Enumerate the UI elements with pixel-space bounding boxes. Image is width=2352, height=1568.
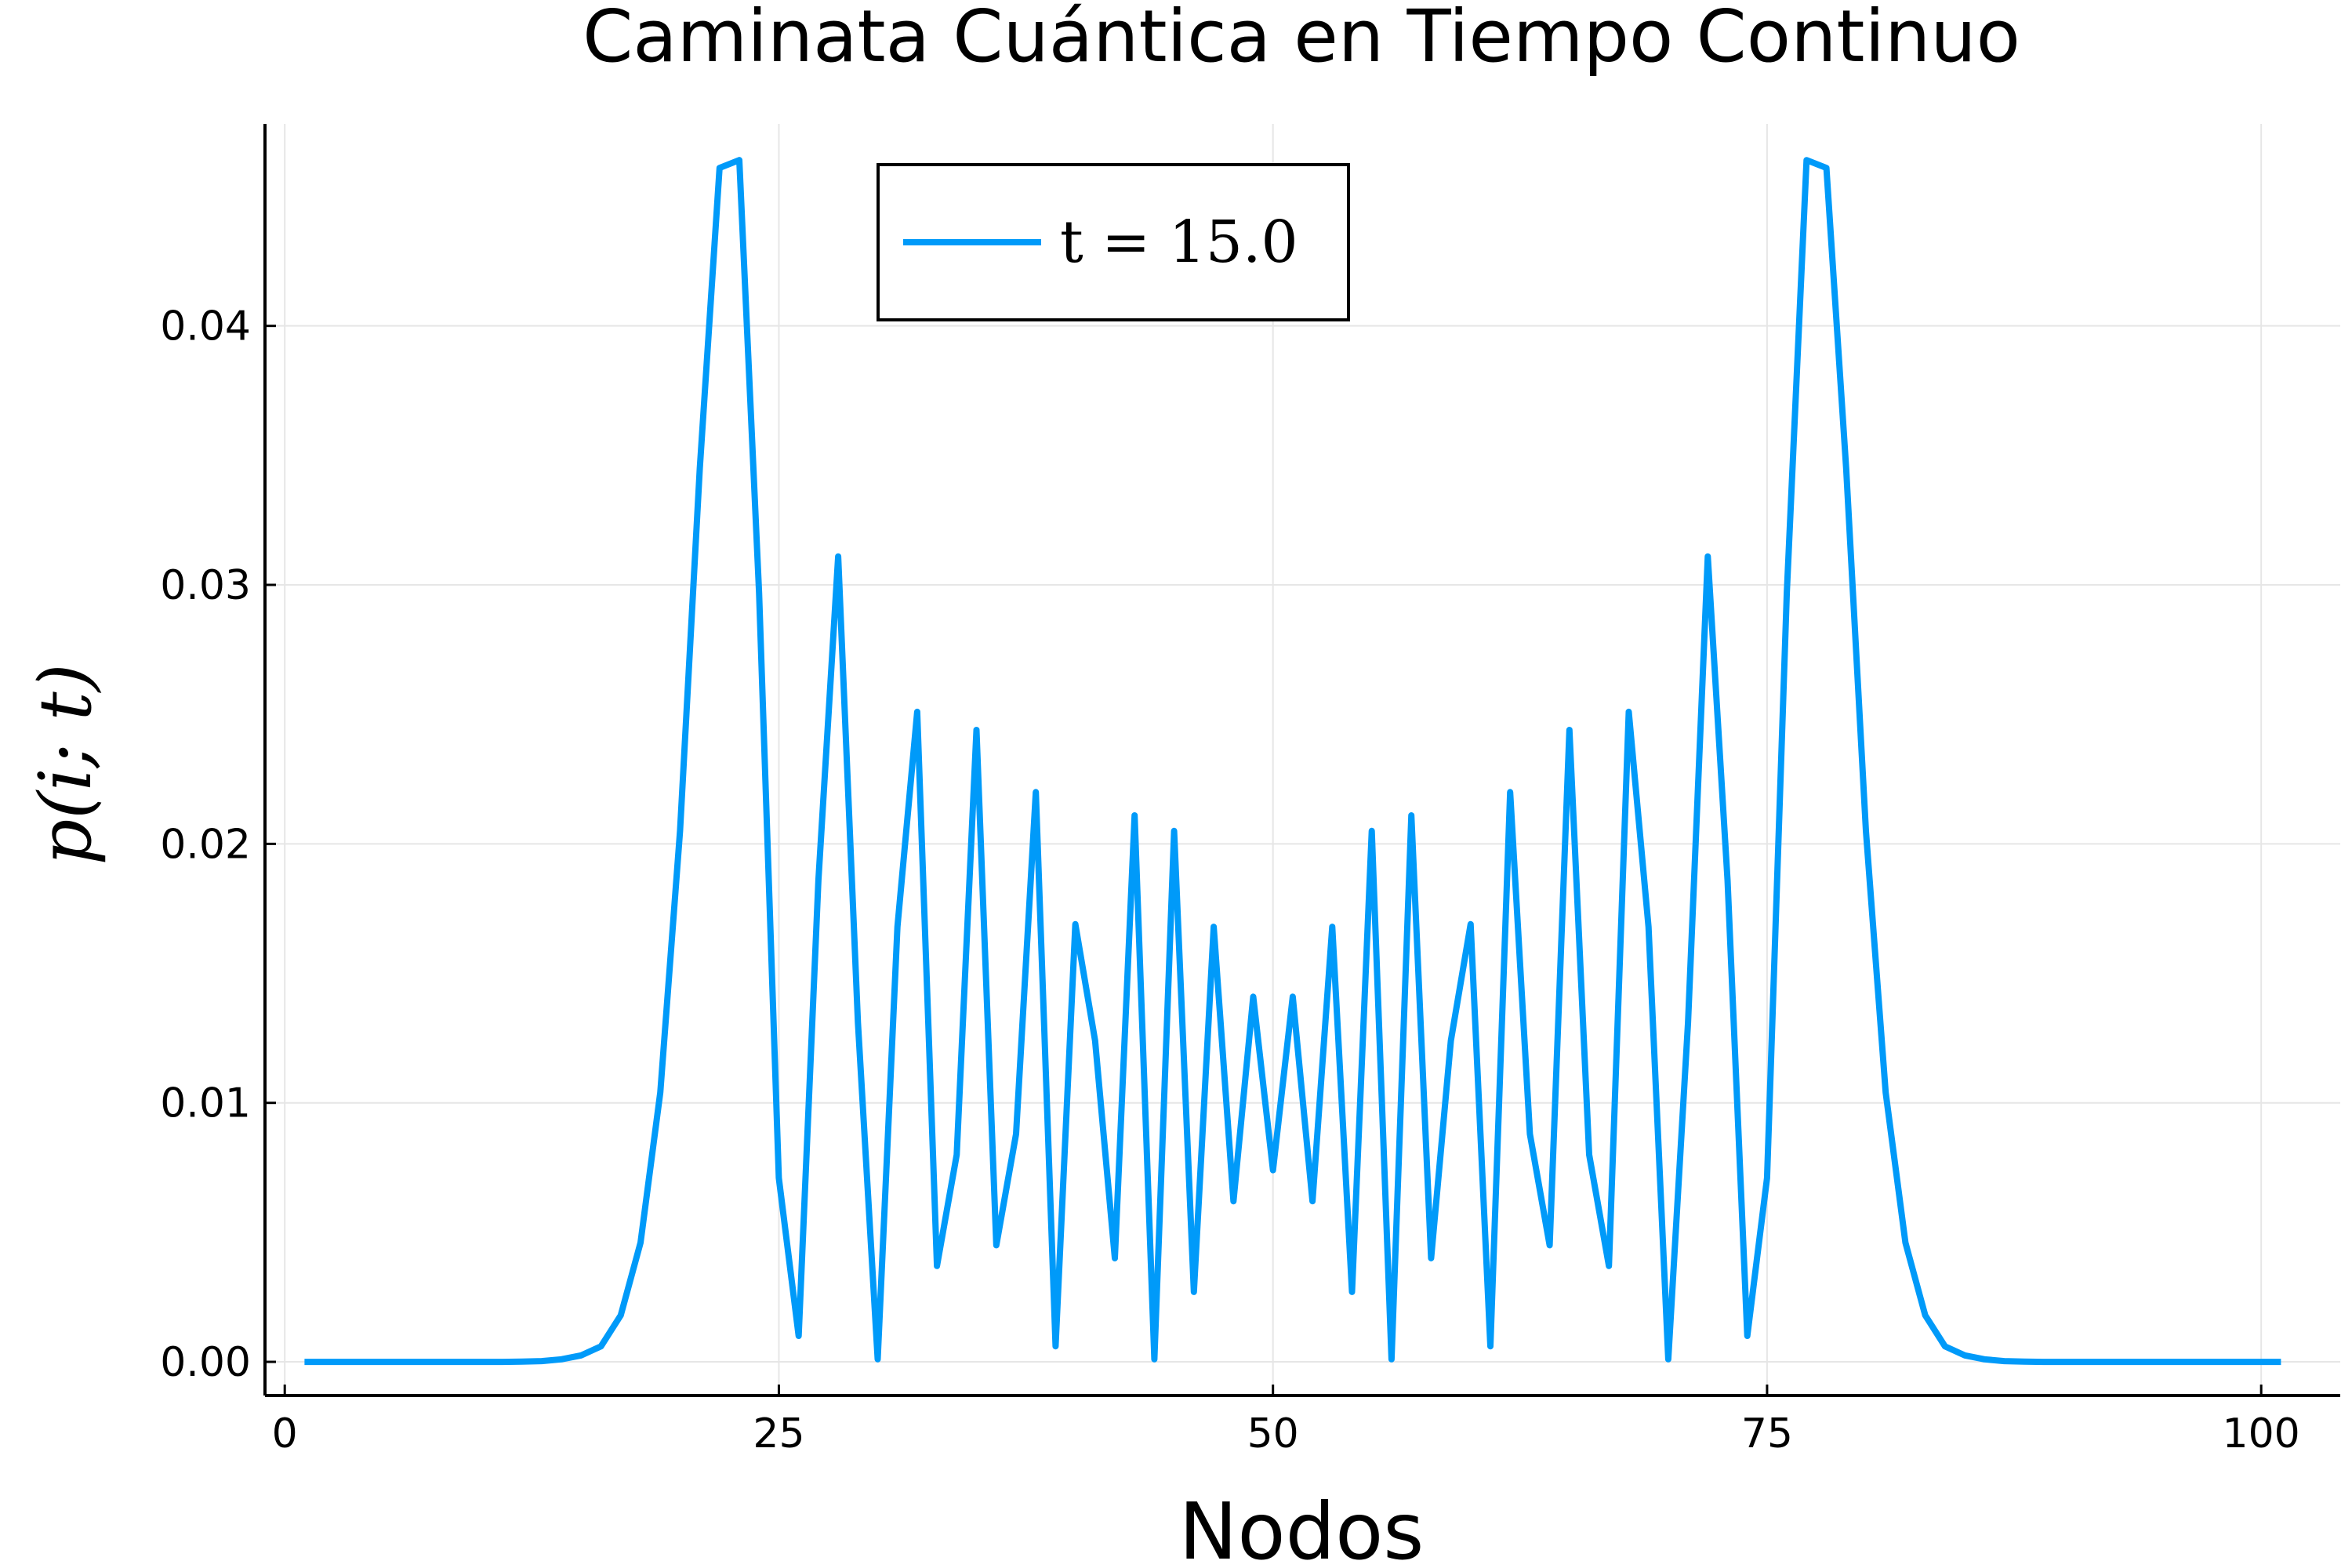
x-tick-label: 0 bbox=[272, 1410, 298, 1457]
legend: t = 15.0 bbox=[877, 163, 1350, 321]
series-layer bbox=[304, 157, 2281, 1366]
y-tick-label: 0.02 bbox=[160, 821, 251, 868]
y-ticks: 0.00 0.01 0.02 0.03 0.04 bbox=[160, 303, 276, 1386]
x-tick-label: 75 bbox=[1741, 1410, 1793, 1457]
y-axis-label: p(i; t) bbox=[24, 663, 107, 865]
x-tick-label: 100 bbox=[2223, 1410, 2300, 1457]
y-tick-label: 0.01 bbox=[160, 1080, 251, 1127]
x-tick-label: 25 bbox=[753, 1410, 804, 1457]
y-tick-label: 0.03 bbox=[160, 562, 251, 609]
x-axis-label: Nodos bbox=[1179, 1486, 1425, 1568]
grid bbox=[265, 124, 2340, 1396]
y-tick-label: 0.04 bbox=[160, 303, 251, 350]
series-line bbox=[304, 157, 2281, 1366]
chart-title: Caminata Cuántica en Tiempo Continuo bbox=[583, 0, 2020, 78]
x-ticks: 0 25 50 75 100 bbox=[272, 1385, 2300, 1457]
y-tick-label: 0.00 bbox=[160, 1339, 251, 1386]
legend-entry-label: t = 15.0 bbox=[1060, 209, 1298, 276]
x-tick-label: 50 bbox=[1247, 1410, 1299, 1457]
